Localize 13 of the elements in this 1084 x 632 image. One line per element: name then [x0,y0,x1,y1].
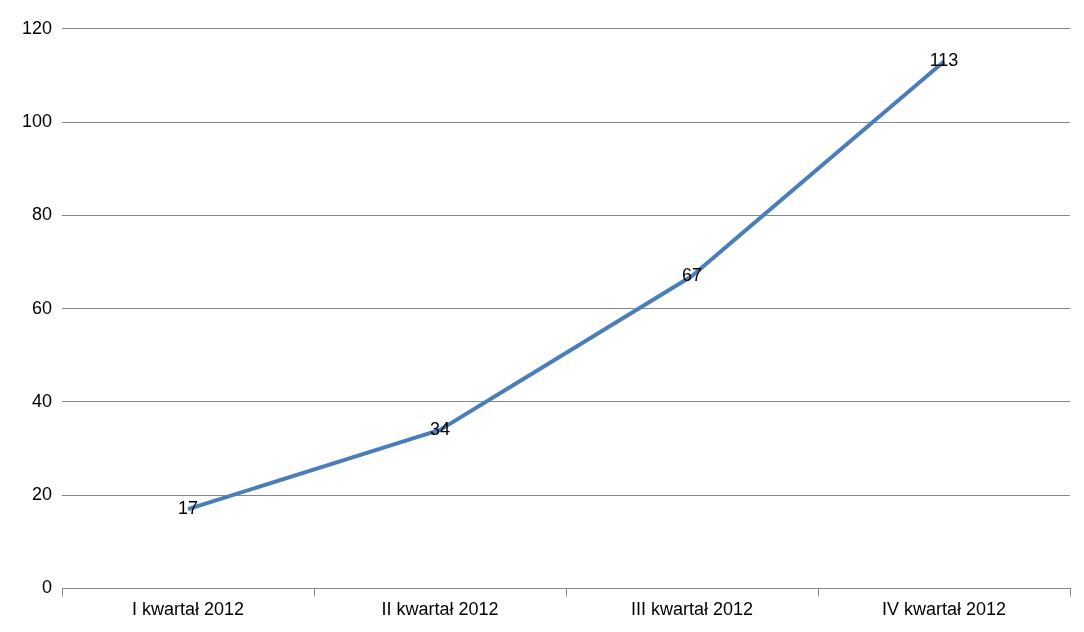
x-tick-label: IV kwartał 2012 [881,599,1007,620]
y-tick-label: 60 [32,297,53,318]
y-tick-label: 20 [32,484,53,505]
y-tick-label: 120 [21,17,53,38]
data-label: 113 [929,50,959,71]
y-tick-label: 80 [32,204,53,225]
y-tick-label: 40 [32,390,53,411]
x-tick-label: II kwartał 2012 [381,599,499,620]
x-tick-label: I kwartał 2012 [132,599,245,620]
y-tick-label: 0 [42,577,53,598]
x-tick-label: III kwartał 2012 [630,599,754,620]
data-label: 17 [178,498,199,519]
y-tick-label: 100 [21,111,53,132]
